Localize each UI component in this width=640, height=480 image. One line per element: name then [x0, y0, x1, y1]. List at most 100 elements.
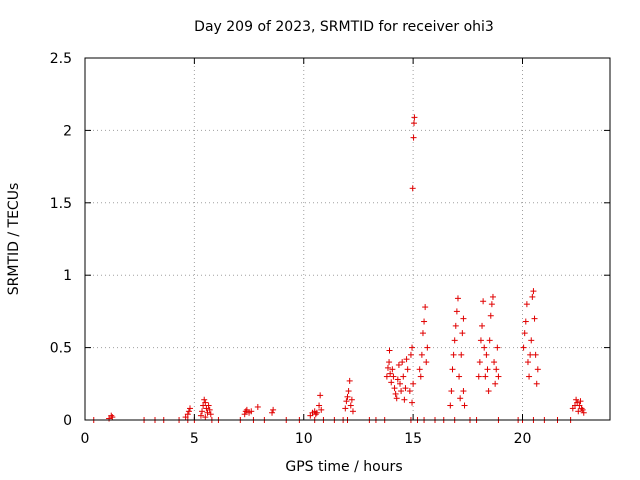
data-point: [494, 344, 501, 351]
data-point: [532, 351, 539, 358]
data-point: [109, 414, 116, 421]
data-point: [423, 359, 430, 366]
data-point: [492, 380, 499, 387]
data-point: [394, 376, 401, 383]
data-point: [493, 366, 500, 373]
data-point: [409, 185, 416, 192]
data-point: [449, 366, 456, 373]
data-point: [528, 337, 535, 344]
data-point: [201, 396, 208, 403]
data-point: [411, 120, 417, 127]
data-point: [395, 361, 402, 368]
data-point: [349, 408, 356, 415]
data-point: [199, 408, 206, 415]
data-point: [447, 402, 454, 409]
y-axis-label: SRMTID / TECUs: [6, 183, 22, 296]
data-point: [399, 359, 406, 366]
data-point: [393, 395, 400, 402]
data-point: [342, 405, 349, 412]
plot-frame: [84, 57, 611, 421]
y-tick-label: 2.5: [50, 51, 72, 67]
data-point: [456, 373, 463, 380]
data-point: [495, 373, 502, 380]
data-point: [421, 318, 428, 325]
data-point: [454, 295, 461, 302]
data-point: [457, 395, 464, 402]
data-point: [316, 402, 323, 409]
data-point: [476, 359, 483, 366]
data-point: [346, 377, 353, 384]
data-point: [386, 347, 393, 354]
axis-ticks: 0 0.5 1 1.5 2 2.5 0 5 10 15 20: [50, 51, 610, 447]
y-tick-label: 1.5: [50, 196, 72, 212]
data-point: [185, 408, 192, 415]
data-point: [202, 399, 209, 406]
data-point: [573, 396, 580, 403]
data-point: [410, 380, 417, 387]
data-point: [386, 359, 393, 366]
data-point: [416, 366, 423, 373]
data-point: [403, 356, 410, 363]
data-point: [389, 366, 396, 373]
data-point: [578, 405, 585, 412]
y-tick-label: 2: [63, 123, 72, 139]
y-tick-label: 1: [63, 268, 72, 284]
data-point: [241, 411, 248, 418]
data-point: [460, 388, 467, 395]
data-point: [392, 390, 399, 397]
data-point: [488, 301, 495, 308]
data-point: [383, 373, 390, 380]
data-point: [424, 344, 431, 351]
data-point: [400, 373, 407, 380]
data-point: [520, 344, 527, 351]
x-tick-label: 15: [404, 431, 422, 447]
data-point: [487, 312, 494, 319]
data-point: [486, 337, 493, 344]
data-point: [458, 351, 465, 358]
x-tick-label: 20: [514, 431, 532, 447]
data-point: [390, 373, 397, 380]
data-point: [205, 402, 212, 409]
data-point: [481, 344, 488, 351]
data-point: [312, 411, 319, 418]
y-tick-label: 0.5: [50, 341, 72, 357]
data-point: [254, 403, 261, 410]
chart-title: Day 209 of 2023, SRMTID for receiver ohi…: [194, 19, 494, 35]
data-point: [450, 351, 457, 358]
data-point: [419, 330, 426, 337]
data-point: [534, 366, 541, 373]
data-point: [404, 366, 411, 373]
grid: [85, 58, 610, 420]
data-point: [206, 406, 213, 413]
data-point: [451, 337, 458, 344]
x-tick-label: 0: [81, 431, 90, 447]
data-point: [422, 304, 429, 311]
data-point: [402, 385, 409, 392]
data-point: [410, 134, 417, 141]
data-point: [580, 409, 587, 416]
data-point: [348, 396, 355, 403]
data-point: [459, 330, 466, 337]
data-point: [270, 406, 277, 413]
data-point: [343, 398, 350, 405]
data-point: [411, 114, 418, 121]
data-point: [524, 359, 531, 366]
data-point: [529, 293, 536, 300]
data-point: [197, 412, 204, 419]
data-point: [269, 409, 276, 416]
data-point: [523, 301, 530, 308]
data-point: [388, 379, 395, 386]
data-point: [533, 380, 540, 387]
data-point: [530, 288, 537, 295]
data-point: [452, 322, 459, 329]
data-point: [477, 337, 484, 344]
data-point: [461, 402, 468, 409]
data-point: [482, 373, 489, 380]
data-point: [409, 344, 416, 351]
data-point: [387, 370, 394, 377]
data-point: [207, 411, 214, 418]
data-point: [406, 388, 413, 395]
y-tick-label: 0: [63, 413, 72, 429]
data-point: [485, 388, 492, 395]
